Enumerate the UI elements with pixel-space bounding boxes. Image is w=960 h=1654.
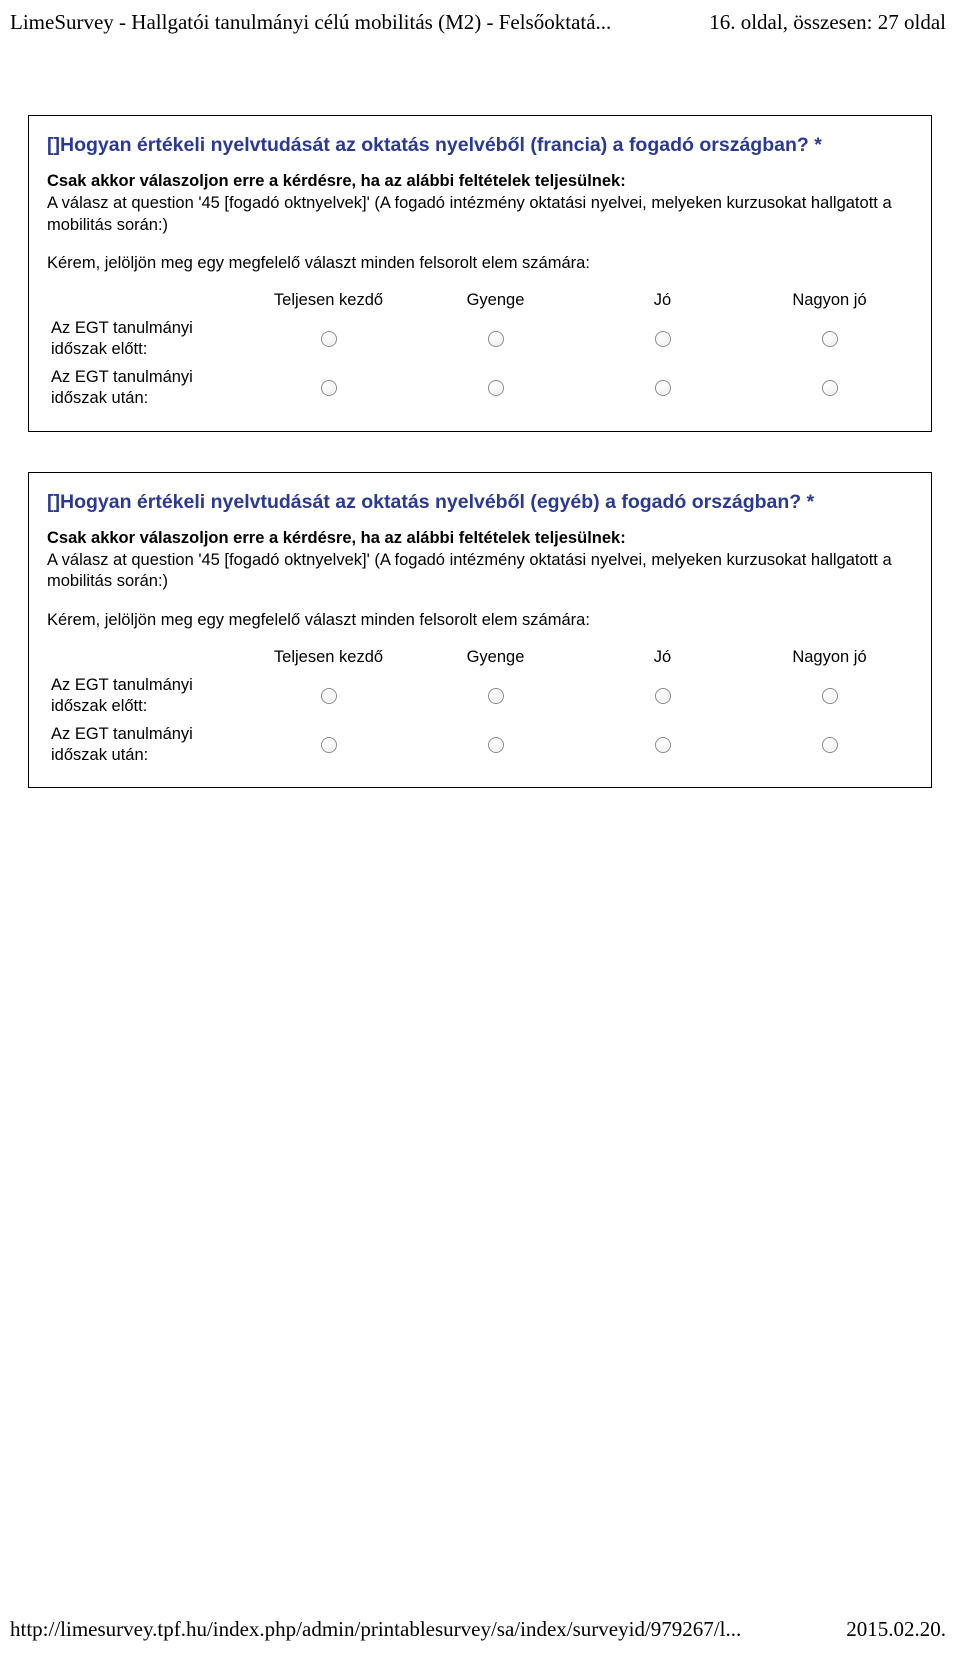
radio-input[interactable] — [822, 380, 838, 396]
radio-input[interactable] — [488, 737, 504, 753]
condition-heading: Csak akkor válaszoljon erre a kérdésre, … — [47, 529, 913, 548]
radio-input[interactable] — [321, 331, 337, 347]
matrix-corner — [47, 287, 245, 314]
column-header: Teljesen kezdő — [245, 644, 412, 671]
column-header: Nagyon jó — [746, 644, 913, 671]
condition-detail: A válasz at question '45 [fogadó oktnyel… — [47, 193, 913, 236]
condition-heading: Csak akkor válaszoljon erre a kérdésre, … — [47, 172, 913, 191]
radio-input[interactable] — [488, 380, 504, 396]
header-page-indicator: 16. oldal, összesen: 27 oldal — [709, 10, 946, 35]
column-header: Nagyon jó — [746, 287, 913, 314]
page-header: LimeSurvey - Hallgatói tanulmányi célú m… — [0, 0, 960, 35]
radio-input[interactable] — [321, 688, 337, 704]
radio-input[interactable] — [822, 331, 838, 347]
radio-input[interactable] — [655, 737, 671, 753]
matrix-row: Az EGT tanulmányi időszak után: — [47, 363, 913, 412]
radio-input[interactable] — [321, 737, 337, 753]
column-header: Jó — [579, 287, 746, 314]
radio-input[interactable] — [822, 688, 838, 704]
footer-date: 2015.02.20. — [846, 1617, 946, 1642]
radio-input[interactable] — [655, 688, 671, 704]
question-block-francia: []Hogyan értékeli nyelvtudását az oktatá… — [28, 115, 932, 432]
header-title: LimeSurvey - Hallgatói tanulmányi célú m… — [10, 10, 611, 35]
column-header: Gyenge — [412, 287, 579, 314]
condition-detail: A válasz at question '45 [fogadó oktnyel… — [47, 550, 913, 593]
row-label: Az EGT tanulmányi időszak előtt: — [47, 671, 245, 720]
question-block-egyeb: []Hogyan értékeli nyelvtudását az oktatá… — [28, 472, 932, 789]
radio-input[interactable] — [655, 331, 671, 347]
question-title: []Hogyan értékeli nyelvtudását az oktatá… — [47, 489, 913, 515]
radio-input[interactable] — [822, 737, 838, 753]
row-label: Az EGT tanulmányi időszak előtt: — [47, 314, 245, 363]
matrix-row: Az EGT tanulmányi időszak előtt: — [47, 314, 913, 363]
matrix-row: Az EGT tanulmányi időszak előtt: — [47, 671, 913, 720]
page: LimeSurvey - Hallgatói tanulmányi célú m… — [0, 0, 960, 1654]
footer-url: http://limesurvey.tpf.hu/index.php/admin… — [10, 1617, 741, 1642]
instruction-text: Kérem, jelöljön meg egy megfelelő válasz… — [47, 611, 913, 630]
radio-input[interactable] — [655, 380, 671, 396]
matrix-corner — [47, 644, 245, 671]
matrix-row: Az EGT tanulmányi időszak után: — [47, 720, 913, 769]
row-label: Az EGT tanulmányi időszak után: — [47, 720, 245, 769]
page-footer: http://limesurvey.tpf.hu/index.php/admin… — [10, 1617, 946, 1642]
column-header: Jó — [579, 644, 746, 671]
content-area: []Hogyan értékeli nyelvtudását az oktatá… — [0, 35, 960, 788]
radio-input[interactable] — [321, 380, 337, 396]
instruction-text: Kérem, jelöljön meg egy megfelelő válasz… — [47, 254, 913, 273]
column-header: Gyenge — [412, 644, 579, 671]
row-label: Az EGT tanulmányi időszak után: — [47, 363, 245, 412]
rating-matrix: Teljesen kezdő Gyenge Jó Nagyon jó Az EG… — [47, 644, 913, 770]
question-title: []Hogyan értékeli nyelvtudását az oktatá… — [47, 132, 913, 158]
rating-matrix: Teljesen kezdő Gyenge Jó Nagyon jó Az EG… — [47, 287, 913, 413]
radio-input[interactable] — [488, 688, 504, 704]
radio-input[interactable] — [488, 331, 504, 347]
column-header: Teljesen kezdő — [245, 287, 412, 314]
